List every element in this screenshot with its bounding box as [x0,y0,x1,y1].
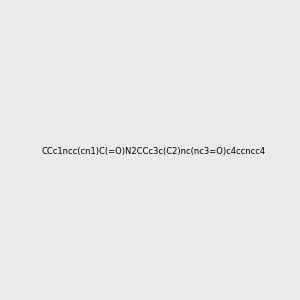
Text: CCc1ncc(cn1)C(=O)N2CCc3c(C2)nc(nc3=O)c4ccncc4: CCc1ncc(cn1)C(=O)N2CCc3c(C2)nc(nc3=O)c4c… [42,147,266,156]
